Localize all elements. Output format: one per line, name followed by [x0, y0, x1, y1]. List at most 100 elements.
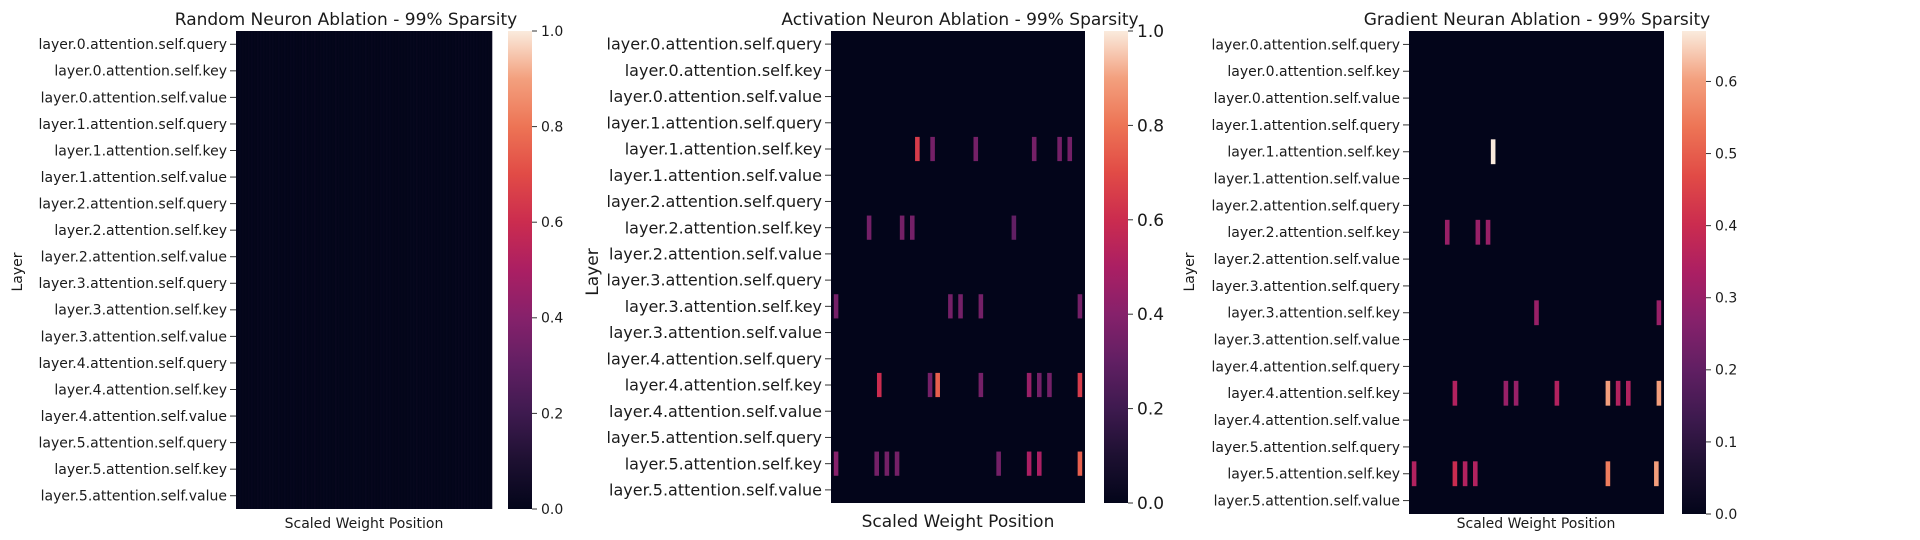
texture-stripe	[419, 31, 421, 509]
colorbar	[508, 31, 532, 509]
texture-stripe	[482, 31, 484, 509]
colorbar-tick-label: 0.8	[541, 120, 563, 136]
row-label: layer.1.attention.self.key	[625, 140, 822, 159]
row-label: layer.3.attention.self.query	[38, 276, 227, 292]
texture-stripe	[296, 31, 298, 509]
row-label: layer.3.attention.self.key	[1227, 306, 1400, 322]
row-label: layer.1.attention.self.key	[1227, 145, 1400, 161]
texture-stripe	[407, 31, 409, 509]
colorbar-tick-label: 0.3	[1715, 291, 1737, 307]
heatmap-cell	[1411, 461, 1417, 487]
gradient-ablation-panel: Gradient Neuran Ablation - 99% Sparsity …	[1182, 10, 1737, 532]
texture-stripe	[254, 31, 256, 509]
texture-stripe	[365, 31, 367, 509]
row-label: layer.2.attention.self.key	[625, 218, 822, 237]
colorbar-tick-label: 0.4	[541, 311, 563, 327]
texture-stripe	[269, 31, 271, 509]
texture-stripe	[452, 31, 454, 509]
row-label: layer.4.attention.self.value	[1214, 413, 1400, 429]
heatmap-cell	[833, 294, 839, 319]
texture-stripe	[395, 31, 397, 509]
texture-stripe	[290, 31, 292, 509]
texture-stripe	[476, 31, 478, 509]
row-label: layer.3.attention.self.value	[609, 323, 822, 342]
heatmap-cell	[978, 294, 984, 319]
row-label: layer.0.attention.self.key	[625, 61, 822, 80]
heatmap-cell	[884, 451, 890, 476]
texture-stripe	[359, 31, 361, 509]
row-label: layer.1.attention.self.query	[607, 113, 822, 132]
texture-stripe	[242, 31, 244, 509]
texture-stripe	[245, 31, 247, 509]
texture-stripe	[275, 31, 277, 509]
texture-stripe	[251, 31, 253, 509]
row-label: layer.4.attention.self.value	[609, 402, 822, 421]
texture-stripe	[311, 31, 313, 509]
colorbar-tick-label: 0.2	[1715, 363, 1737, 379]
row-label: layer.0.attention.self.query	[607, 35, 822, 54]
y-axis-label: Layer	[583, 248, 603, 295]
texture-stripe	[413, 31, 415, 509]
heatmap-cell	[915, 136, 920, 162]
row-label: layer.5.attention.self.value	[609, 480, 822, 499]
row-label: layer.3.attention.self.value	[1214, 332, 1400, 348]
heatmap-cell	[1444, 219, 1450, 245]
texture-stripe	[320, 31, 322, 509]
texture-stripe	[449, 31, 451, 509]
heatmap-cell	[1473, 461, 1478, 487]
heatmap-cell	[1626, 380, 1631, 406]
row-label: layer.3.attention.self.value	[41, 329, 227, 345]
row-label: layer.3.attention.self.query	[1211, 279, 1400, 295]
colorbar	[1682, 31, 1706, 514]
heatmap-cell	[973, 136, 979, 162]
texture-stripe	[341, 31, 343, 509]
texture-stripe	[338, 31, 340, 509]
row-label: layer.3.attention.self.query	[607, 271, 822, 290]
row-label: layer.5.attention.self.query	[607, 428, 822, 447]
row-label: layer.2.attention.self.query	[607, 192, 822, 211]
colorbar-tick-label: 0.0	[1137, 494, 1164, 514]
heatmap-cell	[958, 294, 963, 319]
texture-stripe	[416, 31, 418, 509]
row-label: layer.0.attention.self.key	[54, 64, 227, 80]
texture-stripe	[434, 31, 436, 509]
texture-stripe	[278, 31, 280, 509]
row-label: layer.5.attention.self.key	[625, 454, 822, 473]
row-label: layer.2.attention.self.key	[54, 223, 227, 239]
texture-stripe	[266, 31, 268, 509]
heatmap-cell	[1057, 136, 1062, 162]
heatmap-cell	[1462, 461, 1468, 487]
heatmap-cell	[1077, 372, 1083, 398]
colorbar-tick-label: 0.0	[541, 502, 563, 518]
row-label: layer.4.attention.self.key	[1227, 386, 1400, 402]
texture-stripe	[464, 31, 466, 509]
texture-stripe	[491, 31, 493, 509]
row-label: layer.5.attention.self.value	[41, 489, 227, 505]
colorbar-ticks: 0.0 0.2 0.4 0.6 0.8 1.0	[532, 24, 563, 518]
texture-stripe	[401, 31, 403, 509]
x-axis-label: Scaled Weight Position	[285, 516, 444, 532]
row-label: layer.0.attention.self.key	[1227, 64, 1400, 80]
heatmap-cell	[1026, 372, 1032, 398]
heatmap-cell	[1077, 294, 1083, 319]
row-label: layer.0.attention.self.value	[1214, 91, 1400, 107]
colorbar-tick-label: 0.6	[541, 215, 563, 231]
heatmap-cell	[1513, 380, 1519, 406]
row-label: layer.4.attention.self.query	[1211, 359, 1400, 375]
colorbar-tick-label: 0.6	[1137, 211, 1164, 231]
row-label: layer.5.attention.self.key	[54, 462, 227, 478]
row-label: layer.5.attention.self.value	[1214, 493, 1400, 509]
texture-stripe	[371, 31, 373, 509]
row-tick-labels: layer.0.attention.self.query layer.0.atte…	[38, 37, 236, 505]
heatmap-cell	[978, 372, 984, 398]
texture-stripe	[353, 31, 355, 509]
row-label: layer.3.attention.self.key	[625, 297, 822, 316]
heatmap-cell	[927, 372, 933, 398]
texture-stripe	[332, 31, 334, 509]
heatmap-cell	[1615, 380, 1621, 406]
row-label: layer.2.attention.self.query	[1211, 198, 1400, 214]
colorbar-tick-label: 0.6	[1715, 74, 1737, 90]
row-label: layer.2.attention.self.value	[609, 244, 822, 263]
row-label: layer.3.attention.self.key	[54, 303, 227, 319]
texture-stripe	[335, 31, 337, 509]
